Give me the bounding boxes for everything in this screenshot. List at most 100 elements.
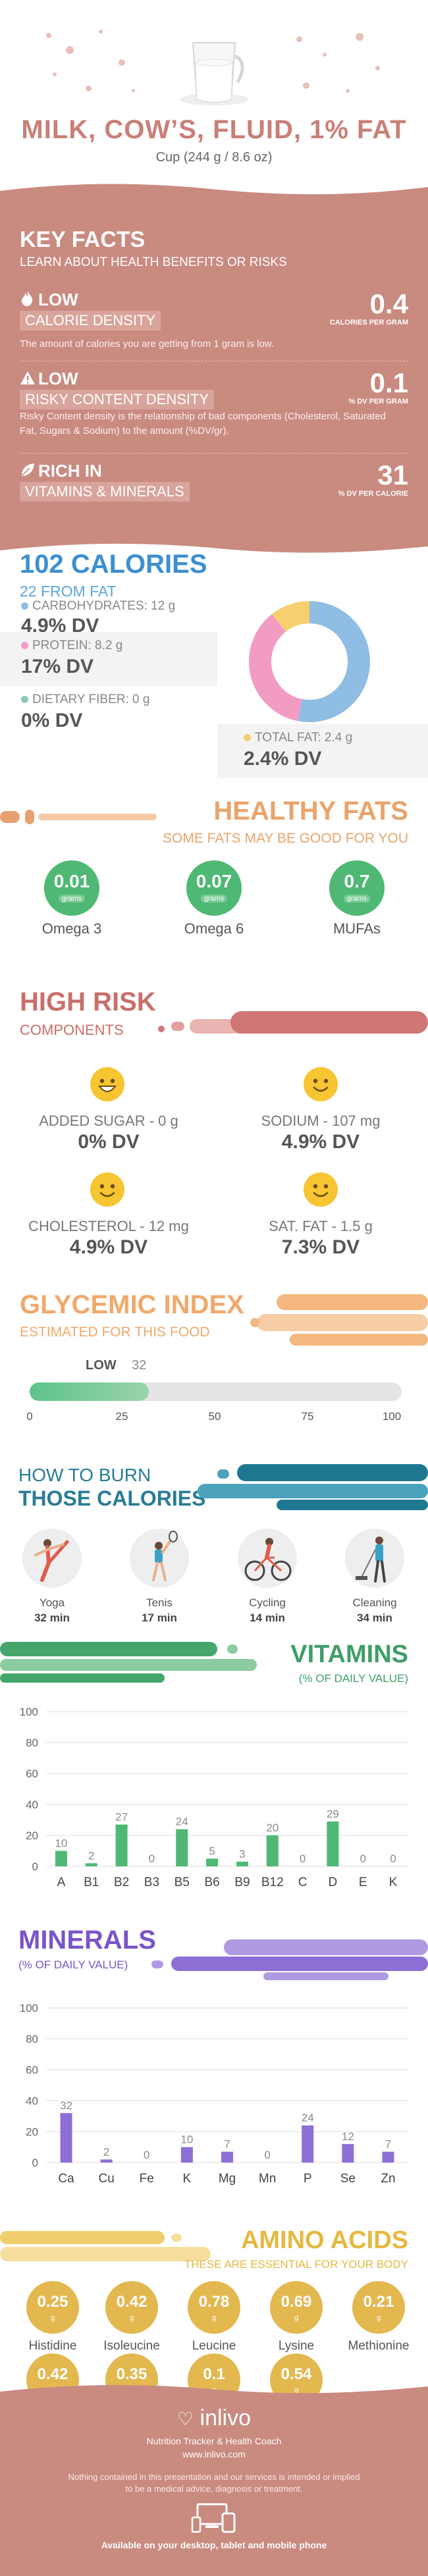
healthy-fats-subtitle: SOME FATS MAY BE GOOD FOR YOU	[162, 831, 408, 846]
amino-value: 0.69	[281, 2293, 312, 2311]
footer-disclaimer-2: to be a medical advice, diagnosis or tre…	[125, 2484, 303, 2494]
minerals-bar-K	[180, 2147, 193, 2163]
carbs-dot	[21, 602, 28, 610]
vitamins-category-label: B9	[234, 1876, 250, 1889]
mufas-circle: 0.7 grams	[329, 860, 385, 916]
vitamins-ytick: 20	[26, 1829, 38, 1842]
vitamins-bar-B2	[115, 1824, 128, 1866]
minerals-ytick: 20	[26, 2126, 38, 2138]
tennis-name: Tenis	[146, 1596, 173, 1609]
amino-name: Methionine	[348, 2339, 410, 2353]
fiber-label: DIETARY FIBER: 0 g	[32, 693, 150, 706]
amino-value: 0.35	[116, 2365, 147, 2383]
vitamins-category-label: C	[298, 1876, 308, 1889]
fat-row: TOTAL FAT: 2.4 g 2.4% DV	[217, 724, 428, 778]
smile-face-icon	[304, 1172, 338, 1207]
footer: ♡ inlivo Nutrition Tracker & Health Coac…	[0, 2396, 428, 2576]
gi-tick-100: 100	[382, 1410, 402, 1423]
healthy-fats-banner-left	[0, 810, 157, 824]
cycling-icon	[238, 1529, 297, 1588]
vitamins-bar-B5	[176, 1829, 188, 1866]
sat-fat-label: SAT. FAT - 1.5 g	[269, 1218, 373, 1234]
minerals-category-label: Fe	[140, 2172, 154, 2186]
amino-value: 0.25	[37, 2293, 68, 2311]
glycemic-subtitle: ESTIMATED FOR THIS FOOD	[20, 1325, 210, 1340]
vitamins-minerals-level: RICH IN	[38, 461, 102, 481]
cleaning-icon	[345, 1529, 404, 1588]
vitamins-subtitle: (% OF DAILY VALUE)	[298, 1672, 408, 1685]
donut-slice-protein	[249, 614, 302, 722]
minerals-ytick: 80	[26, 2033, 38, 2045]
omega3-unit: grams	[59, 895, 85, 903]
omega6-name: Omega 6	[184, 920, 244, 937]
risky-content-value: 0.1	[369, 367, 408, 398]
warning-icon	[20, 370, 36, 389]
risky-content-unit: % DV PER GRAM	[348, 398, 408, 406]
key-facts-wave	[0, 539, 428, 553]
minerals-category-label: Zn	[381, 2172, 395, 2186]
gi-tick-50: 50	[208, 1410, 221, 1423]
glycemic-value: 32	[132, 1358, 147, 1373]
minerals-chart: 100 80 60 40 20 0 32 Ca 2 Cu 0 Fe 10 K 7 Mg 0 Mn 24 P 12 Se 7 Z…	[0, 1995, 428, 2192]
vitamins-ytick: 0	[32, 1860, 38, 1873]
vitamins-value-label: 27	[115, 1811, 128, 1824]
vitamins-category-label: D	[329, 1876, 338, 1889]
cleaning-name: Cleaning	[352, 1596, 397, 1609]
key-facts-section: KEY FACTS LEARN ABOUT HEALTH BENEFITS OR…	[0, 197, 428, 540]
glycemic-title: GLYCEMIC INDEX	[20, 1290, 244, 1319]
calorie-density-label: CALORIE DENSITY	[20, 311, 161, 330]
amino-value: 0.42	[37, 2365, 68, 2383]
vitamins-bar-B9	[236, 1861, 248, 1866]
cycling-time: 14 min	[250, 1612, 285, 1624]
healthy-fats-title: HEALTHY FATS	[213, 797, 408, 826]
minerals-banner-right	[151, 1939, 428, 1980]
minerals-value-label: 7	[385, 2138, 391, 2151]
calories-title: 102 CALORIES	[20, 550, 207, 579]
minerals-ytick: 100	[20, 2002, 38, 2014]
minerals-ytick: 40	[26, 2095, 38, 2107]
vitamins-category-label: B1	[84, 1876, 99, 1889]
brand-name: inlivo	[200, 2405, 252, 2431]
minerals-category-label: Mg	[219, 2172, 236, 2186]
minerals-value-label: 12	[342, 2130, 354, 2143]
minerals-value-label: 10	[180, 2134, 193, 2146]
mufas-unit: grams	[344, 895, 370, 903]
minerals-category-label: P	[304, 2172, 312, 2186]
minerals-bar-Se	[342, 2143, 354, 2163]
omega3-name: Omega 3	[41, 920, 102, 937]
vitamins-category-label: E	[359, 1876, 367, 1889]
cycling-name: Cycling	[249, 1596, 286, 1609]
minerals-bar-Zn	[382, 2151, 394, 2163]
footer-available: Available on your desktop, tablet and mo…	[101, 2540, 327, 2550]
footer-disclaimer-1: Nothing contained in this presentation a…	[68, 2472, 360, 2482]
yoga-time: 32 min	[34, 1612, 70, 1624]
amino-name: Isoleucine	[103, 2339, 160, 2353]
glycemic-fill	[30, 1382, 149, 1401]
amino-circle: 0.21 g	[352, 2281, 405, 2334]
vitamins-bar-B12	[266, 1835, 279, 1866]
vitamins-value-label: 29	[327, 1808, 339, 1820]
footer-url[interactable]: www.inlivo.com	[182, 2449, 246, 2459]
amino-title: AMINO ACIDS	[240, 2226, 408, 2254]
gi-tick-75: 75	[301, 1410, 314, 1423]
calories-from-fat: 22 FROM FAT	[20, 583, 117, 600]
amino-unit: g	[294, 2314, 299, 2322]
minerals-value-label: 0	[144, 2149, 149, 2161]
vitamins-category-label: B3	[144, 1876, 159, 1889]
vitamins-minerals-unit: % DV PER CALORIE	[338, 490, 408, 498]
heart-icon: ♡	[176, 2409, 194, 2429]
header-wave	[0, 184, 428, 199]
footer-wave	[0, 2384, 428, 2398]
vitamins-value-label: 0	[300, 1853, 306, 1865]
amino-unit: g	[211, 2314, 217, 2322]
omega6-value: 0.07	[196, 871, 232, 891]
key-facts-title: KEY FACTS	[20, 227, 146, 252]
calorie-density-desc: The amount of calories you are getting f…	[20, 338, 275, 350]
omega3-value: 0.01	[53, 871, 90, 891]
amino-circle: 0.25 g	[26, 2281, 79, 2334]
calorie-density-value: 0.4	[369, 288, 408, 319]
calorie-density-unit: CALORIES PER GRAM	[329, 319, 408, 327]
risky-content-label: RISKY CONTENT DENSITY	[20, 390, 215, 409]
carbs-label: CARBOHYDRATES: 12 g	[32, 599, 176, 613]
amino-unit: g	[50, 2314, 55, 2322]
